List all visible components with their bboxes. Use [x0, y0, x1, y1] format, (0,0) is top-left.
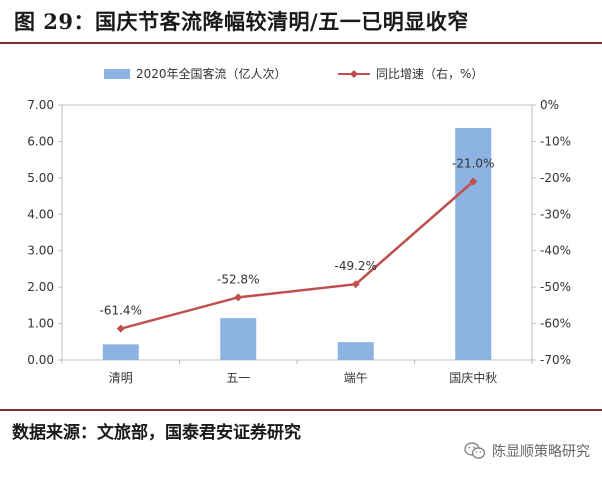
line-point — [351, 280, 360, 289]
watermark-text: 陈显顺策略研究 — [492, 444, 590, 460]
wechat-icon — [464, 442, 486, 459]
bar — [220, 318, 257, 360]
y-left-tick-label: 6.00 — [27, 134, 54, 148]
title-divider — [0, 42, 602, 44]
line-point — [234, 293, 243, 302]
y-left-tick-label: 1.00 — [27, 317, 54, 331]
y-right-tick-label: -10% — [540, 134, 571, 148]
y-left-tick-label: 7.00 — [27, 98, 54, 112]
axes: 0.00 1.00 2.00 3.00 4.00 5.00 6.00 7.00 -70% -60%… — [27, 98, 571, 385]
source-note: 数据来源：文旅部，国泰君安证券研究 — [12, 423, 301, 443]
source-divider — [0, 409, 602, 411]
y-left-tick-label: 3.00 — [27, 244, 54, 258]
bars — [102, 127, 492, 360]
legend-bar-swatch — [104, 69, 130, 79]
figure-title: 图 29：国庆节客流降幅较清明/五一已明显收窄 — [14, 9, 469, 34]
y-right-tick-label: -70% — [540, 353, 571, 367]
x-tick-label: 端午 — [344, 371, 368, 385]
line-point — [469, 177, 478, 186]
y-left-tick-label: 4.00 — [27, 207, 54, 221]
y-right-tick-label: -20% — [540, 171, 571, 185]
y-right-tick-label: 0% — [540, 98, 559, 112]
data-label: -21.0% — [452, 157, 494, 171]
growth-line: -61.4% -52.8% -49.2% -21.0% — [100, 157, 494, 333]
y-right-tick-label: -40% — [540, 244, 571, 258]
chart: 2020年全国客流（亿人次） 同比增速（右，%） 0.00 1.00 2.00 3.0… — [27, 66, 571, 385]
y-right-tick-label: -60% — [540, 317, 571, 331]
legend-line-marker — [350, 70, 358, 78]
y-right-tick-label: -50% — [540, 280, 571, 294]
bar — [455, 127, 492, 360]
line-point — [116, 324, 125, 333]
legend-bar-label: 2020年全国客流（亿人次） — [136, 66, 287, 81]
y-left-tick-label: 5.00 — [27, 171, 54, 185]
data-label: -61.4% — [100, 304, 142, 318]
legend: 2020年全国客流（亿人次） 同比增速（右，%） — [104, 66, 483, 81]
series-line — [120, 180, 475, 330]
legend-line-label: 同比增速（右，%） — [376, 66, 483, 81]
y-right-tick-label: -30% — [540, 207, 571, 221]
x-tick-label: 五一 — [226, 371, 250, 385]
y-left-tick-label: 0.00 — [27, 353, 54, 367]
data-label: -52.8% — [217, 272, 259, 286]
x-tick-label: 清明 — [109, 371, 133, 385]
watermark: 陈显顺策略研究 — [464, 441, 590, 461]
data-label: -49.2% — [335, 259, 377, 273]
x-tick-label: 国庆中秋 — [449, 370, 497, 385]
y-left-tick-label: 2.00 — [27, 280, 54, 294]
bar — [102, 344, 139, 360]
bar — [337, 342, 374, 360]
